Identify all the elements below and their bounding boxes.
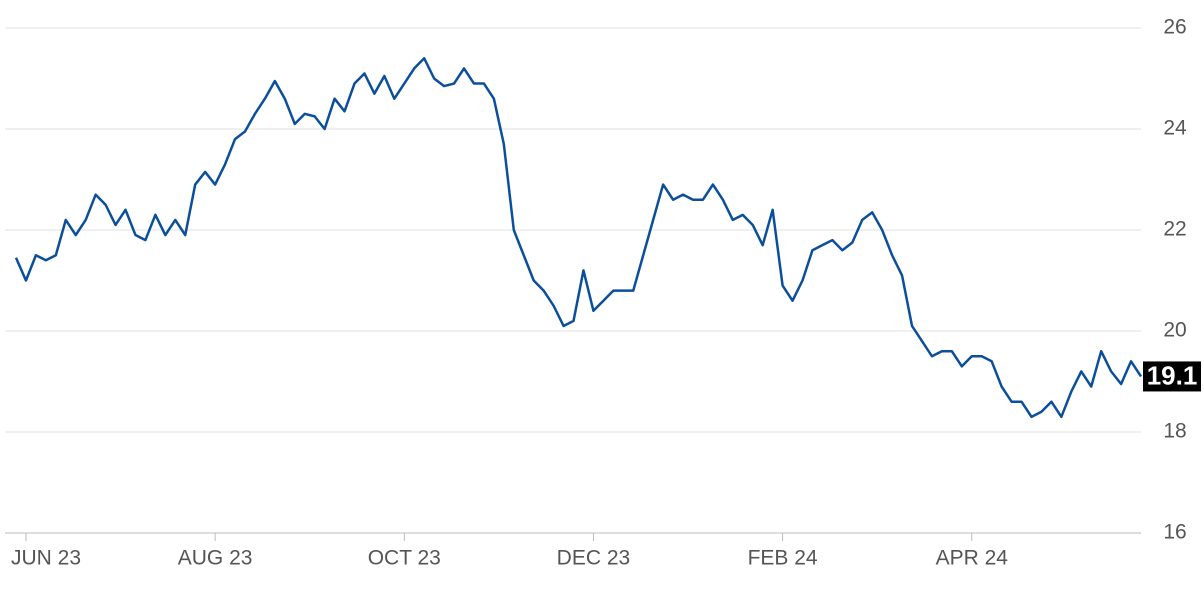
x-tick-label: AUG 23 [178, 547, 253, 570]
current-value-box [1143, 361, 1201, 392]
x-tick-label: OCT 23 [368, 547, 441, 570]
current-value-label: 19.1 [1147, 360, 1198, 390]
y-tick-label: 18 [1163, 420, 1186, 443]
x-tick-label: APR 24 [936, 547, 1009, 570]
y-tick-label: 16 [1163, 521, 1186, 544]
y-tick-label: 22 [1163, 218, 1186, 241]
x-tick-label: FEB 24 [748, 547, 818, 570]
y-tick-label: 26 [1163, 16, 1186, 39]
y-tick-label: 20 [1163, 319, 1186, 342]
y-tick-label: 24 [1163, 117, 1187, 140]
x-tick-label: DEC 23 [557, 547, 631, 570]
x-tick-label: JUN 23 [11, 547, 81, 570]
price-line [14, 57, 1143, 419]
